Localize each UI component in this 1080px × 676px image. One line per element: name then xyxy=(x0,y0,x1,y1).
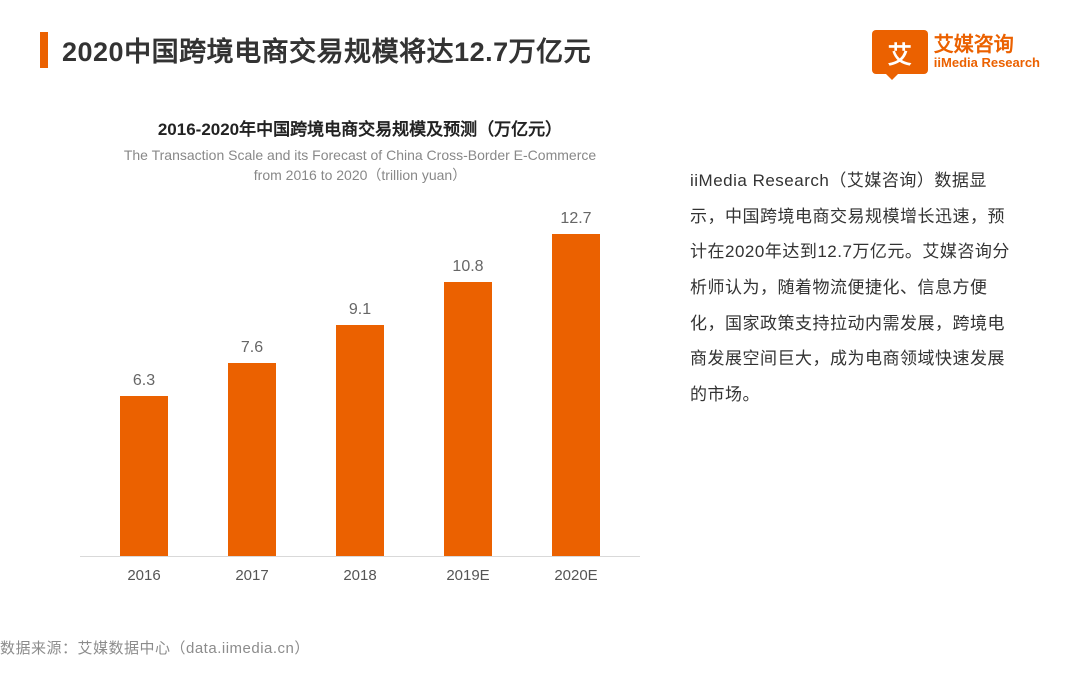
bar-value-label: 7.6 xyxy=(241,339,263,357)
bar xyxy=(228,363,276,556)
bar xyxy=(336,325,384,556)
bar-value-label: 9.1 xyxy=(349,301,371,319)
x-axis-label: 2019E xyxy=(423,567,513,584)
bar-group: 10.8 xyxy=(423,258,513,556)
bar-group: 6.3 xyxy=(99,372,189,556)
logo-en: iiMedia Research xyxy=(934,56,1040,70)
chart-title-en: The Transaction Scale and its Forecast o… xyxy=(80,146,640,185)
chart-x-axis: 2016 2017 2018 2019E 2020E xyxy=(80,567,640,584)
page-title: 2020中国跨境电商交易规模将达12.7万亿元 xyxy=(62,30,591,69)
chart-panel: 2016-2020年中国跨境电商交易规模及预测（万亿元） The Transac… xyxy=(80,115,640,596)
x-axis-label: 2017 xyxy=(207,567,297,584)
chart-title-cn: 2016-2020年中国跨境电商交易规模及预测（万亿元） xyxy=(80,115,640,140)
bar-value-label: 10.8 xyxy=(452,258,483,276)
x-axis-label: 2016 xyxy=(99,567,189,584)
bar xyxy=(552,234,600,556)
bar-value-label: 12.7 xyxy=(560,210,591,228)
logo-badge-icon: 艾 xyxy=(872,30,928,74)
accent-bar xyxy=(40,32,48,68)
bar xyxy=(444,282,492,556)
x-axis-label: 2018 xyxy=(315,567,405,584)
bar-group: 7.6 xyxy=(207,339,297,556)
brand-logo: 艾 艾媒咨询 iiMedia Research xyxy=(872,30,1040,74)
commentary-text: iiMedia Research（艾媒咨询）数据显示，中国跨境电商交易规模增长迅… xyxy=(690,115,1020,596)
bar xyxy=(120,396,168,556)
chart-area: 6.3 7.6 9.1 10.8 12.7 xyxy=(80,197,640,557)
logo-text: 艾媒咨询 iiMedia Research xyxy=(934,34,1040,70)
x-axis-label: 2020E xyxy=(531,567,621,584)
data-source: 数据来源：艾媒数据中心（data.iimedia.cn） xyxy=(0,637,310,658)
bar-group: 12.7 xyxy=(531,210,621,556)
content: 2016-2020年中国跨境电商交易规模及预测（万亿元） The Transac… xyxy=(80,115,1020,596)
header: 2020中国跨境电商交易规模将达12.7万亿元 艾 艾媒咨询 iiMedia R… xyxy=(40,30,1040,74)
logo-char: 艾 xyxy=(888,35,912,70)
title-group: 2020中国跨境电商交易规模将达12.7万亿元 xyxy=(40,30,591,69)
logo-cn: 艾媒咨询 xyxy=(934,34,1040,56)
bar-value-label: 6.3 xyxy=(133,372,155,390)
bar-group: 9.1 xyxy=(315,301,405,556)
